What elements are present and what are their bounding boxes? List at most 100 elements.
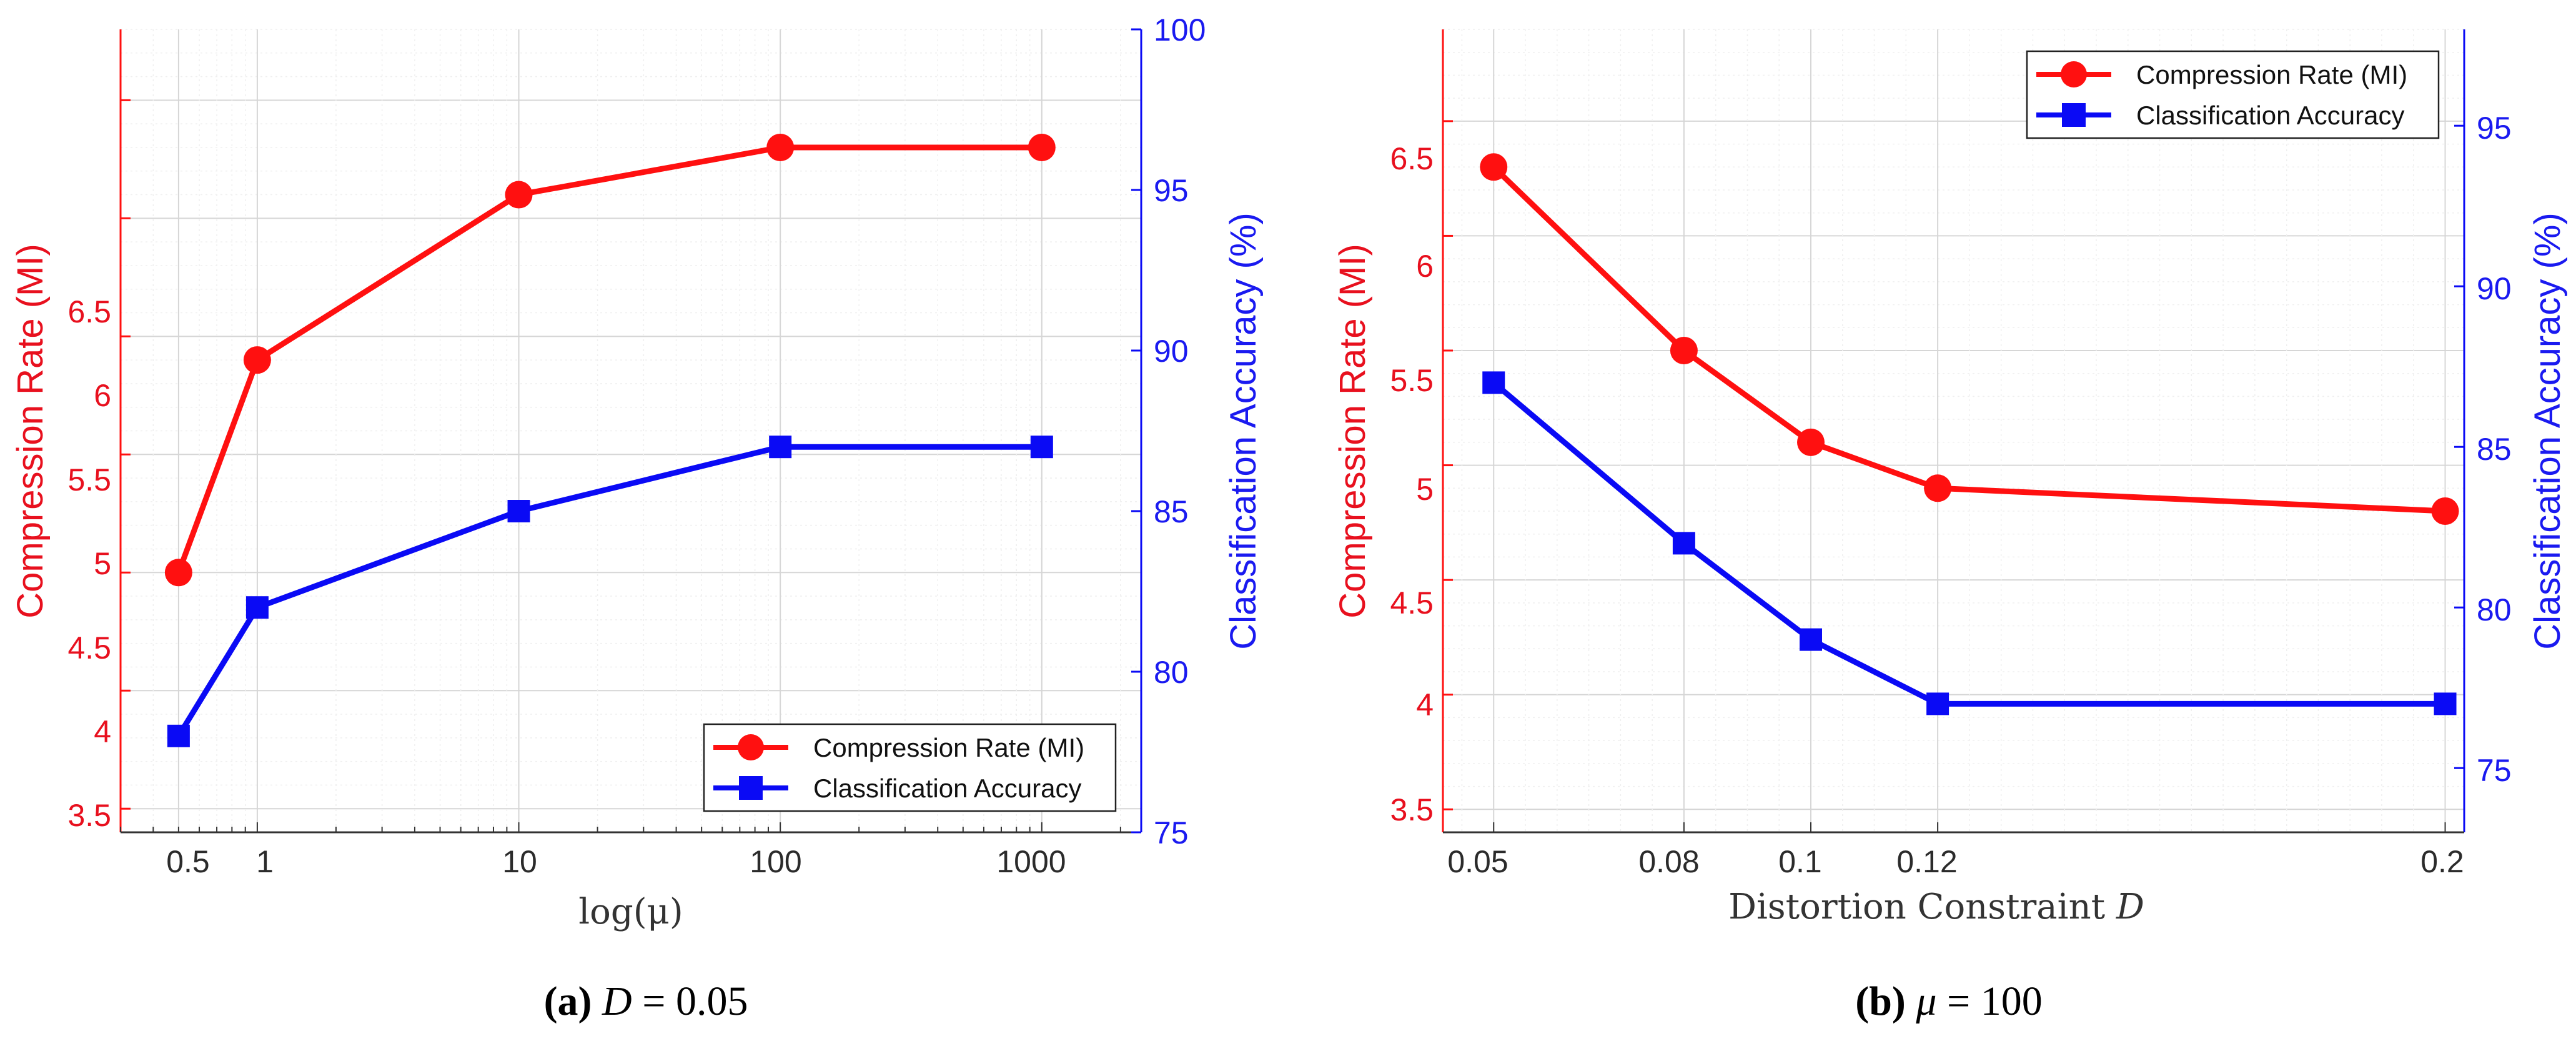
chart-a-point-accuracy: [245, 596, 269, 619]
chart-a-xtick: 1: [256, 844, 274, 879]
chart-a-legend-marker-circle: [738, 734, 764, 760]
chart-a-ytick-left: 4: [94, 714, 111, 749]
chart-b-ytick-right: 90: [2477, 271, 2512, 306]
chart-b-caption-label: (b): [1855, 979, 1906, 1024]
chart-b-point-accuracy: [2434, 692, 2457, 715]
chart-b-point-compression: [1480, 153, 1508, 181]
chart-b-ytick-left: 5.5: [1390, 363, 1434, 398]
chart-a-ytick-left: 6: [94, 378, 111, 413]
chart-b-ytick-labels-right: 75 80 85 90 95: [2477, 111, 2512, 788]
chart-a-point-accuracy: [167, 724, 190, 747]
chart-a-ylabel-left: Compression Rate (MI): [10, 244, 51, 618]
chart-b-legend: Compression Rate (MI) Classification Acc…: [2026, 50, 2440, 139]
chart-a-point-compression: [164, 559, 192, 587]
chart-b: 3.5 4 4.5 5 5.5 6 6.5 75 80 85 90 95 0.0…: [1332, 29, 2568, 1024]
chart-b-caption-equals: =: [1947, 979, 1970, 1024]
chart-a-ytick-right: 95: [1154, 173, 1189, 208]
chart-b-point-accuracy: [1926, 692, 1949, 715]
chart-b-ytick-left: 5: [1416, 472, 1434, 507]
chart-a-legend-marker-square: [739, 776, 763, 800]
chart-a-xtick: 0.5: [166, 844, 210, 879]
chart-b-ytick-right: 75: [2477, 753, 2512, 788]
chart-b-xlabel-text: Distortion Constraint: [1728, 887, 2106, 927]
chart-b-xtick-labels: 0.05 0.08 0.1 0.12 0.2: [1447, 844, 2464, 879]
chart-a-xtick-labels: 0.5 1 10 100 1000: [166, 844, 1066, 879]
chart-a-ytick-labels-left: 3.5 4 4.5 5 5.5 6 6.5: [67, 294, 111, 833]
chart-b-xtick: 0.08: [1638, 844, 1699, 879]
chart-b-legend-box: [2026, 50, 2440, 139]
chart-b-caption-variable: μ: [1915, 979, 1936, 1024]
chart-a-point-compression: [505, 181, 533, 209]
chart-b-point-accuracy: [1800, 628, 1823, 651]
chart-b-xlabel: Distortion Constraint D: [1728, 887, 2144, 927]
chart-b-ytick-left: 6.5: [1390, 141, 1434, 176]
chart-a-legend: Compression Rate (MI) Classification Acc…: [703, 723, 1117, 812]
chart-b-ytick-left: 3.5: [1390, 792, 1434, 827]
chart-b-ylabel-right: Classification Accuracy (%): [2527, 212, 2568, 649]
chart-a: 3.5 4 4.5 5 5.5 6 6.5 75 80 85 90 95 100…: [10, 12, 1264, 1024]
chart-a-point-compression: [243, 346, 271, 374]
chart-b-point-compression: [1924, 474, 1952, 502]
chart-b-caption: (b) μ = 100: [1855, 979, 2043, 1024]
chart-b-ytick-right: 95: [2477, 111, 2512, 146]
chart-a-ytick-left: 6.5: [67, 294, 111, 329]
chart-b-legend-marker-square: [2062, 103, 2086, 127]
chart-a-ytick-right: 80: [1154, 655, 1189, 690]
chart-a-legend-label-rate: Compression Rate (MI): [813, 733, 1084, 762]
chart-a-series: [164, 133, 1056, 747]
chart-a-point-accuracy: [1030, 436, 1053, 459]
chart-b-xlabel-variable: D: [2116, 887, 2144, 927]
chart-a-ytick-left: 4.5: [67, 630, 111, 665]
chart-a-legend-box: [703, 723, 1117, 812]
chart-a-xtick: 1000: [996, 844, 1066, 879]
chart-a-point-accuracy: [507, 500, 530, 522]
chart-b-xtick: 0.1: [1778, 844, 1822, 879]
chart-b-point-compression: [1670, 337, 1698, 364]
chart-a-caption-variable: D: [602, 979, 632, 1024]
chart-a-point-compression: [766, 133, 795, 161]
chart-b-ytick-left: 6: [1416, 249, 1434, 284]
chart-a-ylabel-right: Classification Accuracy (%): [1223, 212, 1264, 649]
chart-b-point-compression: [1797, 428, 1825, 456]
chart-a-ytick-labels-right: 75 80 85 90 95 100: [1154, 12, 1206, 850]
chart-b-point-compression: [2431, 497, 2459, 525]
chart-a-caption-equals: =: [642, 979, 665, 1024]
chart-b-grid: [1443, 29, 2464, 833]
chart-b-point-accuracy: [1482, 371, 1505, 394]
chart-a-xtick: 100: [750, 844, 801, 879]
chart-b-ytick-left: 4.5: [1390, 585, 1434, 620]
chart-b-caption-value: 100: [1981, 979, 2043, 1024]
chart-b-ytick-left: 4: [1416, 687, 1434, 722]
chart-b-legend-label-accuracy: Classification Accuracy: [2136, 101, 2405, 130]
chart-a-ytick-right: 90: [1154, 334, 1189, 369]
chart-a-ytick-right: 100: [1154, 12, 1206, 47]
chart-a-xlabel: log(μ): [578, 892, 683, 932]
chart-b-ylabel-left: Compression Rate (MI): [1332, 244, 1373, 618]
chart-b-legend-marker-circle: [2061, 61, 2087, 87]
chart-b-point-accuracy: [1672, 532, 1695, 555]
chart-a-caption-label: (a): [544, 979, 592, 1024]
chart-a-caption-value: 0.05: [676, 979, 748, 1024]
chart-a-caption: (a) D = 0.05: [544, 979, 748, 1024]
chart-a-ticks: [120, 28, 1141, 834]
chart-a-ytick-right: 75: [1154, 815, 1189, 850]
chart-b-xtick: 0.05: [1447, 844, 1508, 879]
chart-a-ytick-right: 85: [1154, 494, 1189, 529]
chart-b-ytick-labels-left: 3.5 4 4.5 5 5.5 6 6.5: [1390, 141, 1434, 827]
chart-b-legend-label-rate: Compression Rate (MI): [2136, 60, 2407, 89]
chart-a-xtick: 10: [502, 844, 537, 879]
chart-b-xtick: 0.2: [2420, 844, 2464, 879]
chart-a-point-accuracy: [769, 436, 792, 459]
chart-a-legend-label-accuracy: Classification Accuracy: [813, 774, 1082, 803]
chart-a-ytick-left: 5.5: [67, 462, 111, 497]
chart-b-series: [1480, 153, 2459, 715]
chart-b-ytick-right: 80: [2477, 592, 2512, 627]
chart-a-ytick-left: 5: [94, 546, 111, 581]
chart-a-ytick-left: 3.5: [67, 798, 111, 833]
chart-b-plot-area: [1443, 29, 2464, 832]
chart-b-ticks: [1443, 120, 2464, 832]
chart-a-point-compression: [1028, 133, 1056, 161]
chart-b-ytick-right: 85: [2477, 432, 2512, 467]
chart-b-xtick: 0.12: [1896, 844, 1957, 879]
